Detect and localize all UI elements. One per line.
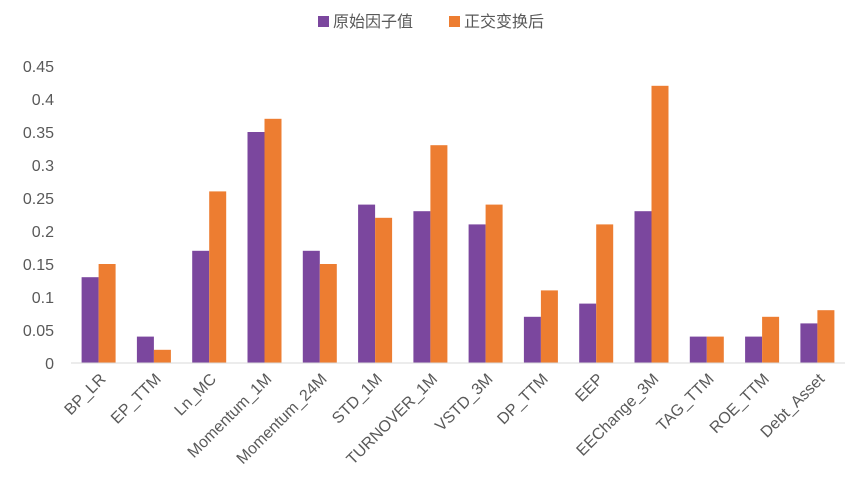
x-tick-label: Ln_MC bbox=[172, 371, 220, 419]
y-tick-label: 0.45 bbox=[23, 59, 54, 76]
bar-original bbox=[634, 211, 652, 363]
y-tick-label: 0.1 bbox=[32, 290, 54, 307]
bar-orthogonal bbox=[153, 349, 171, 363]
bar-orthogonal bbox=[651, 85, 669, 364]
y-tick-label: 0.15 bbox=[23, 257, 54, 274]
x-tick-label: EEP bbox=[572, 371, 607, 406]
bar-orthogonal bbox=[485, 204, 503, 363]
bar-original bbox=[579, 303, 597, 363]
bar-original bbox=[413, 211, 431, 363]
y-axis: 0 0.05 0.1 0.15 0.2 0.25 0.3 0.35 0.4 0.45 bbox=[23, 59, 54, 373]
x-tick-label: STD_1M bbox=[329, 371, 386, 428]
legend-swatch-orthogonal bbox=[449, 16, 460, 27]
bar-original bbox=[468, 224, 486, 363]
y-tick-label: 0.05 bbox=[23, 323, 54, 340]
bar-original bbox=[800, 323, 818, 363]
bar-original bbox=[192, 250, 210, 363]
bar-orthogonal bbox=[319, 264, 337, 363]
bar-original bbox=[247, 132, 265, 363]
bar-original bbox=[302, 250, 320, 363]
y-tick-label: 0.2 bbox=[32, 224, 54, 241]
bar-orthogonal bbox=[762, 316, 780, 363]
legend-label-original: 原始因子值 bbox=[333, 12, 413, 31]
bar-orthogonal bbox=[264, 118, 282, 363]
x-tick-label: DP_TTM bbox=[494, 371, 551, 428]
legend-label-orthogonal: 正交变换后 bbox=[464, 12, 544, 31]
bar-orthogonal bbox=[706, 336, 724, 363]
y-tick-label: 0.3 bbox=[32, 158, 54, 175]
bar-orthogonal bbox=[375, 217, 393, 363]
bar-orthogonal bbox=[596, 224, 614, 363]
bar-orthogonal bbox=[430, 145, 448, 363]
bar-original bbox=[81, 277, 99, 363]
y-tick-label: 0.35 bbox=[23, 125, 54, 142]
x-tick-label: VSTD_3M bbox=[432, 371, 496, 435]
bars bbox=[81, 85, 835, 364]
x-tick-label: EP_TTM bbox=[108, 371, 165, 428]
bar-orthogonal bbox=[209, 191, 227, 363]
bar-original bbox=[358, 204, 376, 363]
bar-original bbox=[745, 336, 763, 363]
legend-swatch-original bbox=[318, 16, 329, 27]
x-tick-label: BP_LR bbox=[62, 371, 110, 419]
legend: 原始因子值 正交变换后 bbox=[318, 12, 544, 31]
bar-original bbox=[689, 336, 707, 363]
y-tick-label: 0.4 bbox=[32, 92, 54, 109]
y-tick-label: 0.25 bbox=[23, 191, 54, 208]
bar-original bbox=[523, 316, 541, 363]
bar-original bbox=[136, 336, 154, 363]
bar-orthogonal bbox=[817, 310, 835, 363]
y-tick-label: 0 bbox=[45, 356, 54, 373]
bar-orthogonal bbox=[540, 290, 558, 363]
bar-orthogonal bbox=[98, 264, 116, 363]
